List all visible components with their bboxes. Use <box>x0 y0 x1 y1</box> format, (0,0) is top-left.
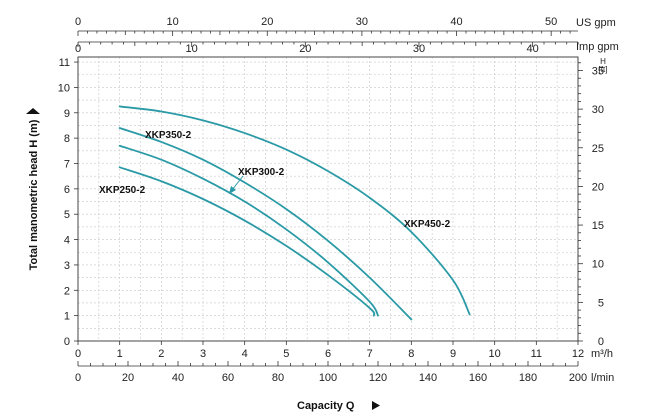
m3h-tick-label: 9 <box>450 348 456 360</box>
head-ft-tick-label: 10 <box>592 259 604 271</box>
lmin-tick-label: 20 <box>122 372 134 384</box>
head-m-tick-label: 9 <box>64 108 70 120</box>
impgpm-tick-label: 30 <box>413 43 425 55</box>
head-m-tick-label: 1 <box>64 311 70 323</box>
head-ft-tick-label: 20 <box>592 181 604 193</box>
impgpm-tick-label: 0 <box>75 43 81 55</box>
us-gpm-unit: US gpm <box>576 17 616 29</box>
m3h-tick-label: 3 <box>200 348 206 360</box>
xkp300-pointer-arrow <box>229 175 244 194</box>
lmin-tick-label: 40 <box>172 372 184 384</box>
lmin-tick-label: 60 <box>222 372 234 384</box>
curves <box>118 105 471 321</box>
head-ft-tick-label: 25 <box>592 143 604 155</box>
m3h-tick-label: 7 <box>367 348 373 360</box>
head-ft-tick-label: 30 <box>592 104 604 116</box>
usgpm-tick-label: 10 <box>167 16 179 28</box>
lmin-unit: l/min <box>591 372 614 384</box>
x-axis-title-group: Capacity Q <box>297 400 380 412</box>
usgpm-tick-label: 20 <box>261 16 273 28</box>
head-ft-tick-label: 35 <box>592 65 604 77</box>
head-m-tick-label: 11 <box>59 57 70 69</box>
lmin-tick-label: 180 <box>519 372 537 384</box>
head-ft-tick-label: 15 <box>592 220 604 232</box>
series-label-xkp450: XKP450-2 <box>404 219 451 230</box>
series-label-xkp350: XKP350-2 <box>145 130 192 141</box>
head-ft-unit-bottom: [ft] <box>599 65 608 74</box>
lmin-tick-label: 200 <box>569 372 587 384</box>
head-m-tick-label: 10 <box>58 82 70 94</box>
curve-xkp450-2 <box>118 105 471 316</box>
head-ft-tick-label: 5 <box>598 297 604 309</box>
m3h-tick-label: 8 <box>408 348 414 360</box>
lmin-tick-label: 0 <box>75 372 81 384</box>
lmin-tick-label: 120 <box>369 372 387 384</box>
axis-ticks: 0 1 2 3 4 5 6 7 8 9 10 11 120 20 40 60 80 100 120 140 160 180… <box>58 16 604 384</box>
series-label-xkp300: XKP300-2 <box>238 167 285 178</box>
lmin-tick-label: 80 <box>272 372 284 384</box>
m3h-tick-label: 1 <box>117 348 123 360</box>
m3h-tick-label: 4 <box>242 348 248 360</box>
usgpm-tick-label: 50 <box>545 16 557 28</box>
lmin-tick-label: 100 <box>319 372 337 384</box>
curve-xkp300-2 <box>118 144 379 317</box>
m3h-tick-label: 2 <box>158 348 164 360</box>
m3h-tick-label: 12 <box>572 348 584 360</box>
impgpm-tick-label: 10 <box>186 43 198 55</box>
lmin-tick-label: 140 <box>419 372 437 384</box>
head-ft-unit-top: H <box>600 57 606 66</box>
head-m-tick-label: 4 <box>64 235 70 247</box>
head-m-tick-label: 7 <box>64 159 70 171</box>
head-m-tick-label: 5 <box>64 209 70 221</box>
m3h-tick-label: 11 <box>531 348 542 360</box>
y-axis-title: Total manometric head H (m) <box>28 119 40 270</box>
impgpm-tick-label: 20 <box>299 43 311 55</box>
usgpm-tick-label: 30 <box>356 16 368 28</box>
curve-xkp350-2 <box>118 127 413 321</box>
impgpm-tick-label: 40 <box>527 43 539 55</box>
m3h-unit: m³/h <box>591 348 613 360</box>
grid <box>78 57 578 341</box>
head-ft-tick-label: 0 <box>598 336 604 348</box>
y-axis-arrow-icon <box>26 108 40 114</box>
m3h-tick-label: 0 <box>75 348 81 360</box>
m3h-tick-label: 5 <box>283 348 289 360</box>
head-m-tick-label: 3 <box>64 260 70 272</box>
m3h-tick-label: 6 <box>325 348 331 360</box>
x-axis-arrow-icon <box>372 401 380 410</box>
lmin-tick-label: 160 <box>469 372 487 384</box>
usgpm-tick-label: 0 <box>75 16 81 28</box>
curve-xkp250-2 <box>118 166 376 317</box>
head-m-tick-label: 2 <box>64 285 70 297</box>
x-axis-title: Capacity Q <box>297 400 355 412</box>
head-m-tick-label: 8 <box>64 133 70 145</box>
imp-gpm-unit: Imp gpm <box>576 41 619 53</box>
m3h-tick-label: 10 <box>489 348 501 360</box>
y-axis-title-group: Total manometric head H (m) <box>26 108 40 270</box>
head-m-tick-label: 0 <box>64 336 70 348</box>
head-m-tick-label: 6 <box>64 184 70 196</box>
usgpm-tick-label: 40 <box>450 16 462 28</box>
series-label-xkp250: XKP250-2 <box>99 185 146 196</box>
